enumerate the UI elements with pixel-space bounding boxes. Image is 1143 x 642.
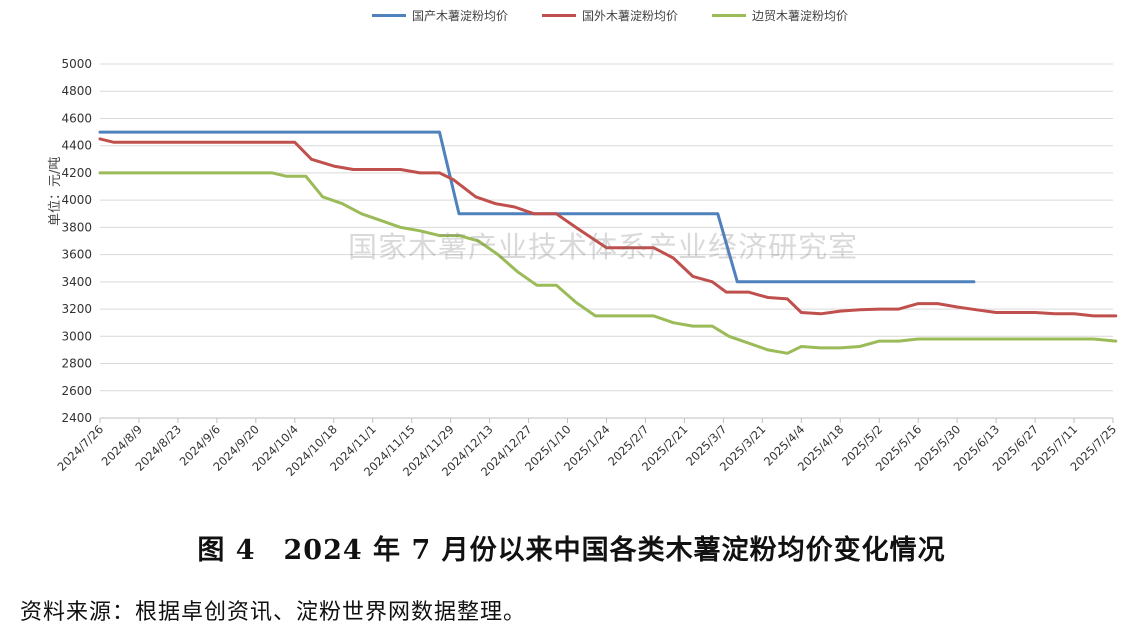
y-tick-label: 4400: [61, 139, 92, 153]
y-tick-label: 3000: [61, 329, 92, 343]
legend-item-domestic: 国产木薯淀粉均价: [372, 7, 508, 24]
legend-swatch-border: [712, 13, 747, 17]
y-tick-label: 3400: [61, 275, 92, 289]
figure-caption: 图 4 2024 年 7 月份以来中国各类木薯淀粉均价变化情况: [197, 535, 946, 566]
y-tick-label: 2600: [61, 384, 92, 398]
y-tick-label: 3800: [61, 220, 92, 234]
legend-label-border: 边贸木薯淀粉均价: [752, 8, 849, 23]
x-tick-label: 2024/7/26: [55, 422, 107, 474]
y-tick-label: 5000: [61, 57, 92, 71]
legend-swatch-domestic: [372, 13, 406, 17]
x-axis-ticks: 2024/7/262024/8/92024/8/232024/9/62024/9…: [55, 418, 1119, 479]
watermark: 国家木薯产业技术体系产业经济研究室: [348, 230, 859, 264]
y-tick-label: 2400: [61, 411, 92, 425]
y-axis-label: 单位：元/吨: [48, 156, 63, 226]
legend-swatch-foreign: [542, 13, 577, 17]
legend-item-foreign: 国外木薯淀粉均价: [542, 7, 678, 24]
y-axis-ticks: 2400 2600 2800 3000 3200 3400 3600 3800 4000 4200…: [61, 57, 92, 425]
series-line-border: [98, 171, 1118, 355]
legend-label-foreign: 国外木薯淀粉均价: [582, 8, 679, 23]
y-tick-label: 4600: [61, 111, 92, 125]
y-tick-label: 2800: [61, 357, 92, 371]
source-note: 资料来源：根据卓创资讯、淀粉世界网数据整理。: [20, 600, 527, 625]
y-tick-label: 3600: [61, 248, 92, 262]
series-line-foreign: [98, 137, 1118, 318]
legend-label-domestic: 国产木薯淀粉均价: [412, 8, 509, 23]
legend-item-border: 边贸木薯淀粉均价: [712, 7, 848, 24]
y-tick-label: 4200: [61, 166, 92, 180]
gridlines: [100, 63, 1113, 419]
y-tick-label: 4000: [61, 193, 92, 207]
series-line-domestic: [98, 130, 976, 284]
y-tick-label: 3200: [61, 302, 92, 316]
legend: 国产木薯淀粉均价 国外木薯淀粉均价 边贸木薯淀粉均价: [372, 4, 882, 26]
series-lines: [98, 130, 1118, 355]
y-tick-label: 4800: [61, 84, 92, 98]
line-chart: 2400 2600 2800 3000 3200 3400 3600 3800 4000 4200…: [55, 57, 1120, 479]
